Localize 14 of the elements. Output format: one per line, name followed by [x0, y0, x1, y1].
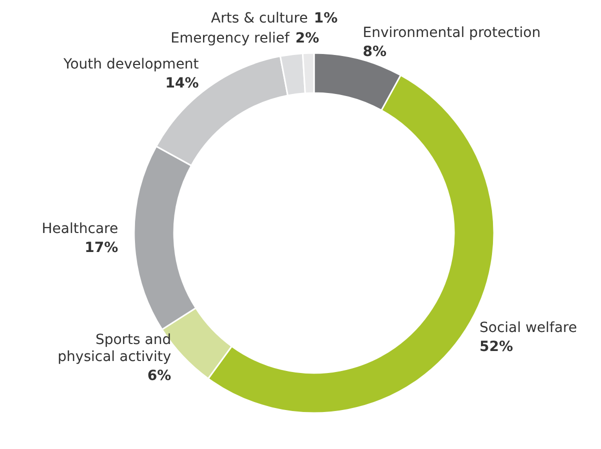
slice-label: Emergency relief — [170, 30, 291, 47]
slice-label: Sports and physical activity — [58, 332, 172, 366]
data-label: 14% — [165, 75, 199, 92]
data-label: 17% — [84, 240, 118, 256]
data-label: 8% — [362, 44, 387, 60]
data-label: 1% — [314, 10, 338, 27]
data-label: 52% — [479, 339, 514, 356]
slice-label: Environmental protection — [362, 25, 541, 42]
slice-label: Youth development — [62, 56, 200, 72]
slice-label: Healthcare — [42, 221, 118, 238]
slice-label: Arts & culture — [211, 10, 308, 27]
data-label: 6% — [147, 368, 172, 384]
data-label: 2% — [295, 30, 320, 47]
slice-label: Social welfare — [479, 320, 577, 336]
